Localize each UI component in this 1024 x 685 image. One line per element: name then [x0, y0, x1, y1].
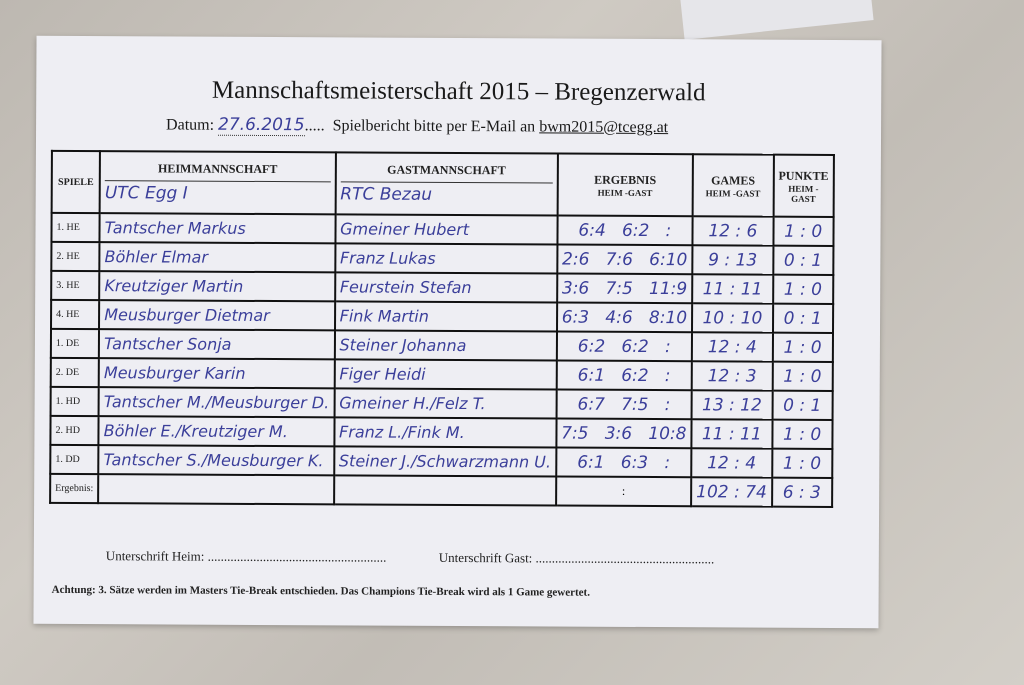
date-dots: ..... [304, 117, 325, 135]
guest-player: Steiner Johanna [334, 330, 557, 361]
guest-player: Franz L./Fink M. [334, 417, 557, 448]
table-row: 1. HE Tantscher Markus Gmeiner Hubert 6:4 6… [51, 212, 834, 246]
home-player: Tantscher M./Meusburger D. [98, 387, 335, 418]
points-score: 1 : 0 [772, 274, 833, 304]
col-heim: HEIMMANNSCHAFT UTC Egg I [99, 151, 336, 215]
games-score: 12 : 3 [691, 361, 773, 391]
match-label: 2. DE [50, 357, 100, 388]
tie-break-note: Achtung: 3. Sätze werden im Masters Tie-… [51, 583, 591, 599]
points-score: 1 : 0 [772, 419, 833, 449]
points-score: 0 : 1 [772, 245, 834, 275]
points-score: 0 : 1 [772, 390, 833, 420]
home-player: Böhler Elmar [99, 242, 336, 273]
guest-player: Gmeiner H./Felz T. [334, 388, 557, 419]
total-games: 102 : 74 [691, 477, 772, 507]
col-spiele: SPIELE [51, 150, 101, 214]
table-row: 1. DE Tantscher Sonja Steiner Johanna 6:2 6… [50, 328, 833, 362]
points-score: 1 : 0 [771, 448, 833, 478]
home-player: Meusburger Karin [98, 358, 335, 389]
guest-player: Franz Lukas [334, 243, 558, 274]
points-score: 1 : 0 [773, 216, 834, 246]
home-player: Meusburger Dietmar [99, 300, 335, 331]
guest-team: RTC Bezau [340, 181, 553, 206]
table-row: 4. HE Meusburger Dietmar Fink Martin 6:3 4:… [51, 299, 833, 333]
table-row: 2. DE Meusburger Karin Figer Heidi 6:1 6:2 … [50, 357, 833, 391]
date-value: 27.6.2015 [218, 114, 305, 137]
total-heim [98, 474, 334, 505]
home-player: Tantscher Sonja [99, 329, 335, 360]
col-gast: GASTMANNSCHAFT RTC Bezau [335, 152, 558, 216]
home-team: UTC Egg I [104, 180, 331, 205]
set-scores: 6:2 6:2 : [556, 331, 693, 362]
match-label: 2. HE [51, 241, 100, 272]
table-row: 3. HE Kreutziger Martin Feurstein Stefan 3:… [51, 270, 833, 304]
results-table: SPIELE HEIMMANNSCHAFT UTC Egg I GASTMANNS… [49, 150, 834, 508]
match-label: 4. HE [51, 299, 100, 330]
set-scores: 3:6 7:5 11:9 [556, 273, 693, 304]
table-row: 1. HD Tantscher M./Meusburger D. Gmeiner H… [50, 386, 833, 420]
games-score: 11 : 11 [692, 274, 773, 304]
table-row: 2. HE Böhler Elmar Franz Lukas 2:6 7:6 6:10… [51, 241, 834, 275]
total-row: Ergebnis: : 102 : 74 6 : 3 [50, 473, 832, 507]
guest-player: Gmeiner Hubert [335, 214, 558, 245]
match-label: 3. HE [51, 270, 100, 301]
table-row: 1. DD Tantscher S./Meusburger K. Steiner J… [50, 444, 833, 478]
games-score: 9 : 13 [692, 245, 774, 275]
home-player: Tantscher Markus [99, 213, 336, 244]
email-address: bwm2015@tcegg.at [539, 118, 669, 137]
match-label: 1. DD [50, 444, 99, 475]
games-score: 11 : 11 [691, 419, 773, 449]
guest-player: Steiner J./Schwarzmann U. [333, 446, 557, 477]
signature-guest: Unterschrift Gast: .....................… [438, 549, 715, 567]
points-score: 1 : 0 [772, 361, 833, 391]
match-label: 2. HD [50, 415, 99, 446]
games-score: 13 : 12 [691, 390, 773, 420]
total-ergebnis: : [555, 476, 692, 507]
set-scores: 6:4 6:2 : [557, 215, 693, 246]
points-score: 1 : 0 [772, 332, 833, 362]
match-label: 1. DE [50, 328, 100, 359]
guest-player: Feurstein Stefan [334, 272, 557, 303]
set-scores: 6:3 4:6 8:10 [556, 302, 693, 333]
date-email-line: Datum: 27.6.2015..... Spielbericht bitte… [166, 114, 668, 137]
games-score: 12 : 4 [691, 448, 773, 478]
set-scores: 6:7 7:5 : [556, 389, 692, 420]
page-title: Mannschaftsmeisterschaft 2015 – Bregenze… [211, 76, 706, 107]
points-score: 0 : 1 [772, 303, 833, 333]
guest-player: Fink Martin [334, 301, 557, 332]
guest-player: Figer Heidi [334, 359, 557, 390]
total-label: Ergebnis: [50, 473, 99, 504]
col-games: GAMES HEIM -GAST [692, 154, 774, 217]
col-punkte: PUNKTE HEIM -GAST [773, 154, 834, 217]
col-ergebnis: ERGEBNIS HEIM -GAST [557, 153, 693, 217]
match-label: 1. HE [51, 212, 100, 243]
total-punkte: 6 : 3 [771, 477, 832, 507]
set-scores: 7:5 3:6 10:8 [556, 418, 692, 449]
signature-home: Unterschrift Heim: .....................… [105, 548, 387, 565]
match-report-sheet: Mannschaftsmeisterschaft 2015 – Bregenze… [33, 35, 882, 629]
date-label: Datum: [166, 116, 215, 134]
games-score: 12 : 4 [691, 332, 773, 362]
home-player: Kreutziger Martin [99, 271, 335, 302]
set-scores: 6:1 6:2 : [556, 360, 692, 391]
total-gast [333, 475, 556, 506]
set-scores: 2:6 7:6 6:10 [556, 244, 693, 275]
games-score: 10 : 10 [692, 303, 773, 333]
set-scores: 6:1 6:3 : [555, 447, 692, 478]
match-label: 1. HD [50, 386, 99, 417]
games-score: 12 : 6 [692, 216, 774, 246]
paper-corner [680, 0, 874, 40]
header-row: SPIELE HEIMMANNSCHAFT UTC Egg I GASTMANNS… [51, 150, 834, 217]
home-player: Böhler E./Kreutziger M. [98, 416, 335, 447]
email-text: Spielbericht bitte per E-Mail an [332, 117, 536, 136]
home-player: Tantscher S./Meusburger K. [98, 445, 335, 476]
table-row: 2. HD Böhler E./Kreutziger M. Franz L./Fin… [50, 415, 833, 449]
